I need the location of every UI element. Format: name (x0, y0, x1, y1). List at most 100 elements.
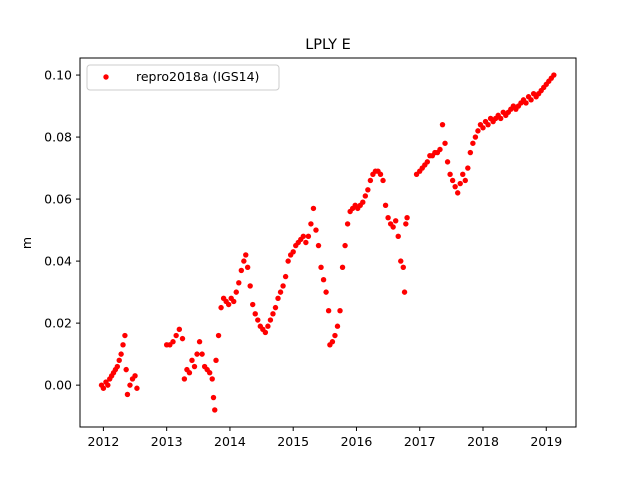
data-point (551, 72, 557, 78)
data-point (470, 140, 476, 146)
data-point (498, 115, 504, 122)
data-point (447, 171, 453, 177)
data-point (210, 394, 217, 401)
data-point (282, 273, 289, 280)
data-point (233, 289, 239, 295)
chart-title: LPLY E (305, 37, 351, 53)
data-point (462, 177, 468, 184)
data-point (308, 221, 314, 227)
data-point (250, 301, 256, 308)
data-point (404, 214, 410, 221)
data-point (344, 221, 351, 227)
data-point (465, 165, 471, 171)
data-point (118, 351, 124, 357)
data-point (100, 385, 107, 391)
data-point (265, 323, 271, 329)
data-point (199, 351, 205, 357)
plot-frame (79, 57, 577, 428)
data-point (247, 283, 253, 289)
data-point (179, 335, 186, 342)
data-point (262, 329, 269, 336)
data-point (277, 289, 284, 295)
y-tick-label: 0.04 (44, 254, 72, 269)
data-point (320, 277, 327, 283)
data-point (424, 159, 431, 165)
data-point (305, 233, 312, 239)
data-point (403, 221, 409, 227)
data-point (124, 391, 131, 398)
data-point (377, 171, 384, 177)
data-point (225, 301, 232, 308)
data-point (114, 363, 121, 370)
data-point (218, 304, 224, 311)
data-point (365, 187, 371, 193)
data-point (475, 128, 481, 134)
data-point (457, 180, 463, 187)
x-tick-label: 2019 (530, 434, 562, 449)
data-point (290, 249, 296, 255)
data-point (337, 308, 343, 314)
data-point (122, 332, 128, 339)
data-point (215, 332, 222, 339)
data-point (120, 342, 126, 348)
data-point (360, 199, 366, 205)
data-point (444, 159, 451, 165)
y-tick-label: 0.10 (44, 68, 72, 83)
data-point (280, 283, 286, 289)
data-point (123, 366, 129, 373)
legend-box (86, 64, 280, 91)
data-point (209, 376, 215, 382)
data-point (439, 121, 446, 128)
data-points (98, 72, 557, 413)
data-point (303, 239, 309, 246)
data-point (105, 382, 111, 388)
data-point (449, 177, 456, 184)
data-point (189, 357, 195, 364)
data-point (285, 258, 291, 264)
data-point (442, 140, 448, 146)
data-point (485, 121, 491, 128)
data-point (196, 339, 203, 345)
data-point (170, 339, 176, 345)
data-point (400, 264, 406, 271)
data-point (315, 242, 322, 249)
data-point (173, 332, 179, 339)
data-point (385, 214, 391, 221)
x-tick-label: 2015 (277, 434, 309, 449)
x-tick-label: 2014 (214, 434, 246, 449)
data-point (472, 134, 479, 140)
data-point (270, 311, 276, 317)
data-point (181, 376, 188, 382)
x-tick-label: 2013 (151, 434, 183, 449)
data-point (452, 183, 458, 190)
data-point (186, 370, 193, 376)
data-point (255, 317, 261, 323)
data-point (300, 233, 307, 239)
data-point (132, 373, 138, 379)
data-point (310, 205, 317, 212)
legend-label: repro2018a (IGS14) (136, 69, 259, 84)
data-point (454, 190, 461, 196)
x-tick-label: 2012 (88, 434, 120, 449)
data-point (323, 289, 329, 295)
data-point (395, 233, 401, 239)
x-axis: 2012 2013 2014 2015 2016 2017 2018 2019 (88, 427, 562, 449)
data-point (275, 295, 281, 302)
data-point (252, 311, 258, 317)
y-axis: 0.00 0.02 0.04 0.06 0.08 0.10 (44, 68, 80, 393)
x-tick-label: 2018 (467, 434, 499, 449)
y-tick-label: 0.02 (44, 316, 72, 331)
data-point (329, 339, 336, 345)
y-tick-label: 0.06 (44, 192, 72, 207)
y-tick-label: 0.00 (44, 378, 72, 393)
data-point (134, 385, 140, 391)
data-point (339, 264, 346, 271)
data-point (194, 351, 200, 357)
legend-marker (103, 74, 109, 80)
y-tick-label: 0.08 (44, 130, 72, 145)
x-tick-label: 2016 (341, 434, 373, 449)
data-point (244, 264, 251, 271)
data-point (243, 252, 249, 258)
data-point (401, 289, 408, 295)
